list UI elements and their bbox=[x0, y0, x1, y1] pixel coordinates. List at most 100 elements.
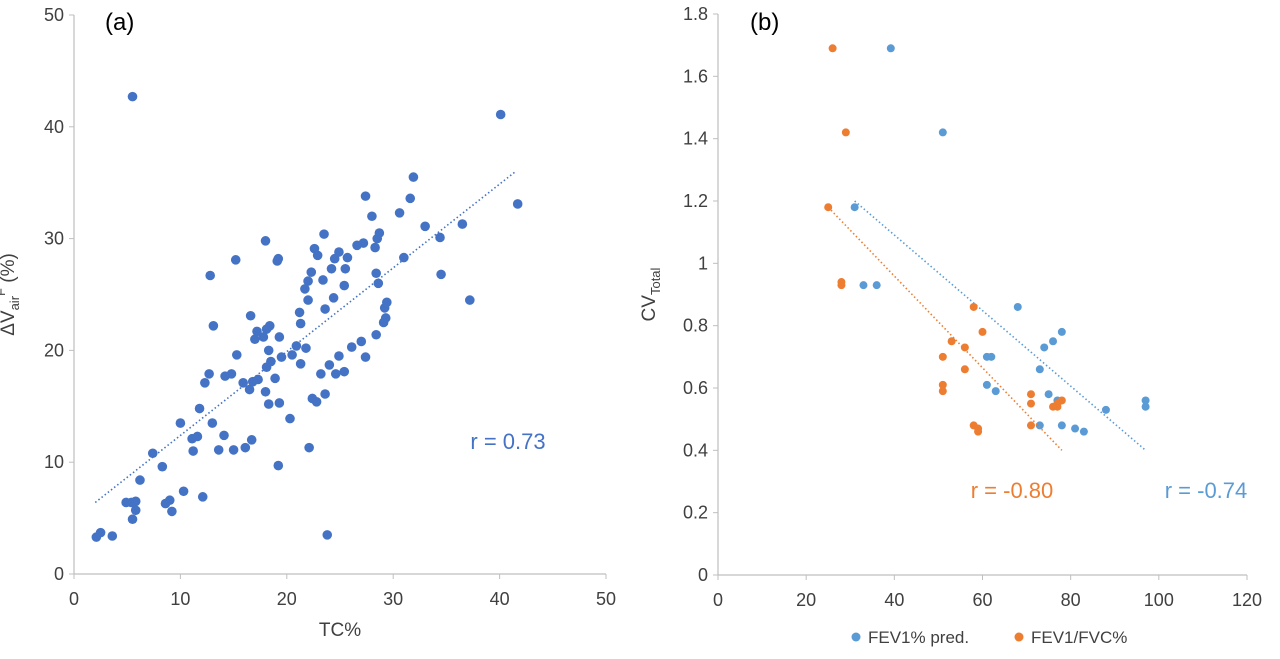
data-point bbox=[938, 380, 947, 389]
y-axis-label-subscript: Total bbox=[648, 267, 663, 295]
data-point bbox=[219, 430, 229, 441]
data-point bbox=[512, 199, 523, 209]
data-point bbox=[367, 211, 377, 222]
data-point bbox=[194, 403, 205, 414]
data-point bbox=[960, 343, 969, 352]
data-point bbox=[326, 263, 337, 274]
data-point bbox=[303, 295, 313, 305]
y-tick-label: 0.4 bbox=[683, 440, 708, 460]
data-point bbox=[157, 461, 168, 472]
data-point bbox=[340, 263, 351, 274]
data-point bbox=[328, 293, 339, 303]
data-point bbox=[263, 399, 274, 409]
data-point bbox=[295, 318, 306, 329]
trendline bbox=[827, 206, 1063, 451]
y-tick-label: 1.6 bbox=[683, 66, 708, 86]
data-point bbox=[378, 317, 389, 328]
data-point bbox=[342, 252, 353, 263]
x-tick-label: 120 bbox=[1232, 590, 1262, 610]
y-tick-label: 1 bbox=[698, 253, 708, 273]
data-point bbox=[309, 243, 320, 254]
data-point bbox=[316, 369, 326, 379]
data-point bbox=[260, 386, 271, 397]
data-point bbox=[167, 506, 177, 517]
data-point bbox=[285, 413, 295, 424]
data-point bbox=[107, 531, 118, 541]
data-point bbox=[306, 267, 317, 277]
data-point bbox=[291, 341, 302, 351]
data-point bbox=[969, 302, 978, 311]
x-axis-label: TC% bbox=[319, 620, 361, 641]
data-point bbox=[258, 332, 269, 342]
data-point bbox=[204, 369, 214, 379]
data-point bbox=[371, 329, 381, 340]
data-point bbox=[274, 332, 285, 342]
y-tick-label: 1.4 bbox=[683, 129, 708, 149]
data-point bbox=[247, 376, 258, 387]
data-point bbox=[228, 445, 239, 455]
data-point bbox=[127, 514, 138, 525]
data-point bbox=[208, 321, 219, 331]
data-point bbox=[960, 365, 969, 374]
data-point bbox=[121, 497, 131, 508]
data-point bbox=[373, 278, 384, 289]
data-point bbox=[320, 304, 330, 314]
y-tick-label: 40 bbox=[44, 117, 64, 137]
data-point bbox=[334, 247, 344, 257]
x-tick-label: 0 bbox=[713, 590, 723, 610]
data-point bbox=[213, 445, 224, 455]
data-point bbox=[160, 498, 171, 509]
correlation-annotation: r = 0.73 bbox=[470, 429, 545, 454]
data-point bbox=[1079, 427, 1088, 436]
data-point bbox=[130, 505, 141, 516]
data-point bbox=[175, 418, 186, 428]
data-point bbox=[1013, 302, 1022, 311]
data-point bbox=[370, 242, 380, 253]
data-point bbox=[1040, 343, 1049, 352]
y-tick-label: 1.8 bbox=[683, 4, 708, 24]
x-tick-label: 0 bbox=[69, 589, 79, 609]
data-point bbox=[261, 324, 272, 334]
x-tick-label: 20 bbox=[796, 590, 816, 610]
data-point bbox=[294, 307, 305, 318]
data-point bbox=[1026, 390, 1035, 399]
data-point bbox=[250, 334, 260, 345]
data-point bbox=[320, 389, 330, 399]
data-point bbox=[1141, 402, 1150, 411]
data-point bbox=[828, 44, 837, 53]
panel-a-scatter-chart: 0 10 20 30 40 50 0 10 20 30 40 50 (a) TC% ΔVairF (%) r … bbox=[0, 5, 616, 641]
legend-marker bbox=[1014, 632, 1024, 642]
legend: FEV1% pred. FEV1/FVC% bbox=[851, 628, 1127, 647]
data-point bbox=[263, 345, 274, 356]
data-point bbox=[1101, 405, 1110, 414]
panel-label: (a) bbox=[105, 9, 134, 36]
data-point bbox=[238, 378, 248, 388]
data-point bbox=[322, 530, 333, 540]
x-tick-label: 30 bbox=[383, 589, 403, 609]
data-point bbox=[339, 366, 350, 377]
data-point bbox=[200, 378, 210, 388]
y-tick-label: 0.2 bbox=[683, 503, 708, 523]
y-tick-label: 0 bbox=[698, 565, 708, 585]
y-tick-label: 10 bbox=[44, 452, 64, 472]
data-point bbox=[938, 128, 947, 137]
data-point bbox=[938, 387, 947, 396]
y-axis-label-suffix: (%) bbox=[0, 253, 19, 288]
y-tick-label: 0.6 bbox=[683, 378, 708, 398]
data-point bbox=[841, 128, 850, 137]
panel-b-scatter-chart: 0 20 40 60 80 100 120 0 0.2 0.4 0.6 0.8 1 1.2 1.4 1.6 1.… bbox=[639, 4, 1262, 647]
data-point bbox=[272, 256, 283, 266]
data-point bbox=[295, 359, 306, 369]
x-tick-label: 50 bbox=[596, 589, 616, 609]
y-tick-label: 1.2 bbox=[683, 191, 708, 211]
data-point bbox=[352, 240, 362, 251]
legend-item-fev1-pred: FEV1% pred. bbox=[868, 628, 969, 647]
y-tick-label: 50 bbox=[44, 5, 64, 25]
data-point bbox=[252, 326, 262, 337]
data-point bbox=[274, 398, 285, 408]
x-tick-label: 10 bbox=[170, 589, 190, 609]
correlation-annotation-fev1-pred: r = -0.74 bbox=[1165, 478, 1248, 503]
x-tick-label: 80 bbox=[1061, 590, 1081, 610]
data-point bbox=[1035, 421, 1044, 430]
